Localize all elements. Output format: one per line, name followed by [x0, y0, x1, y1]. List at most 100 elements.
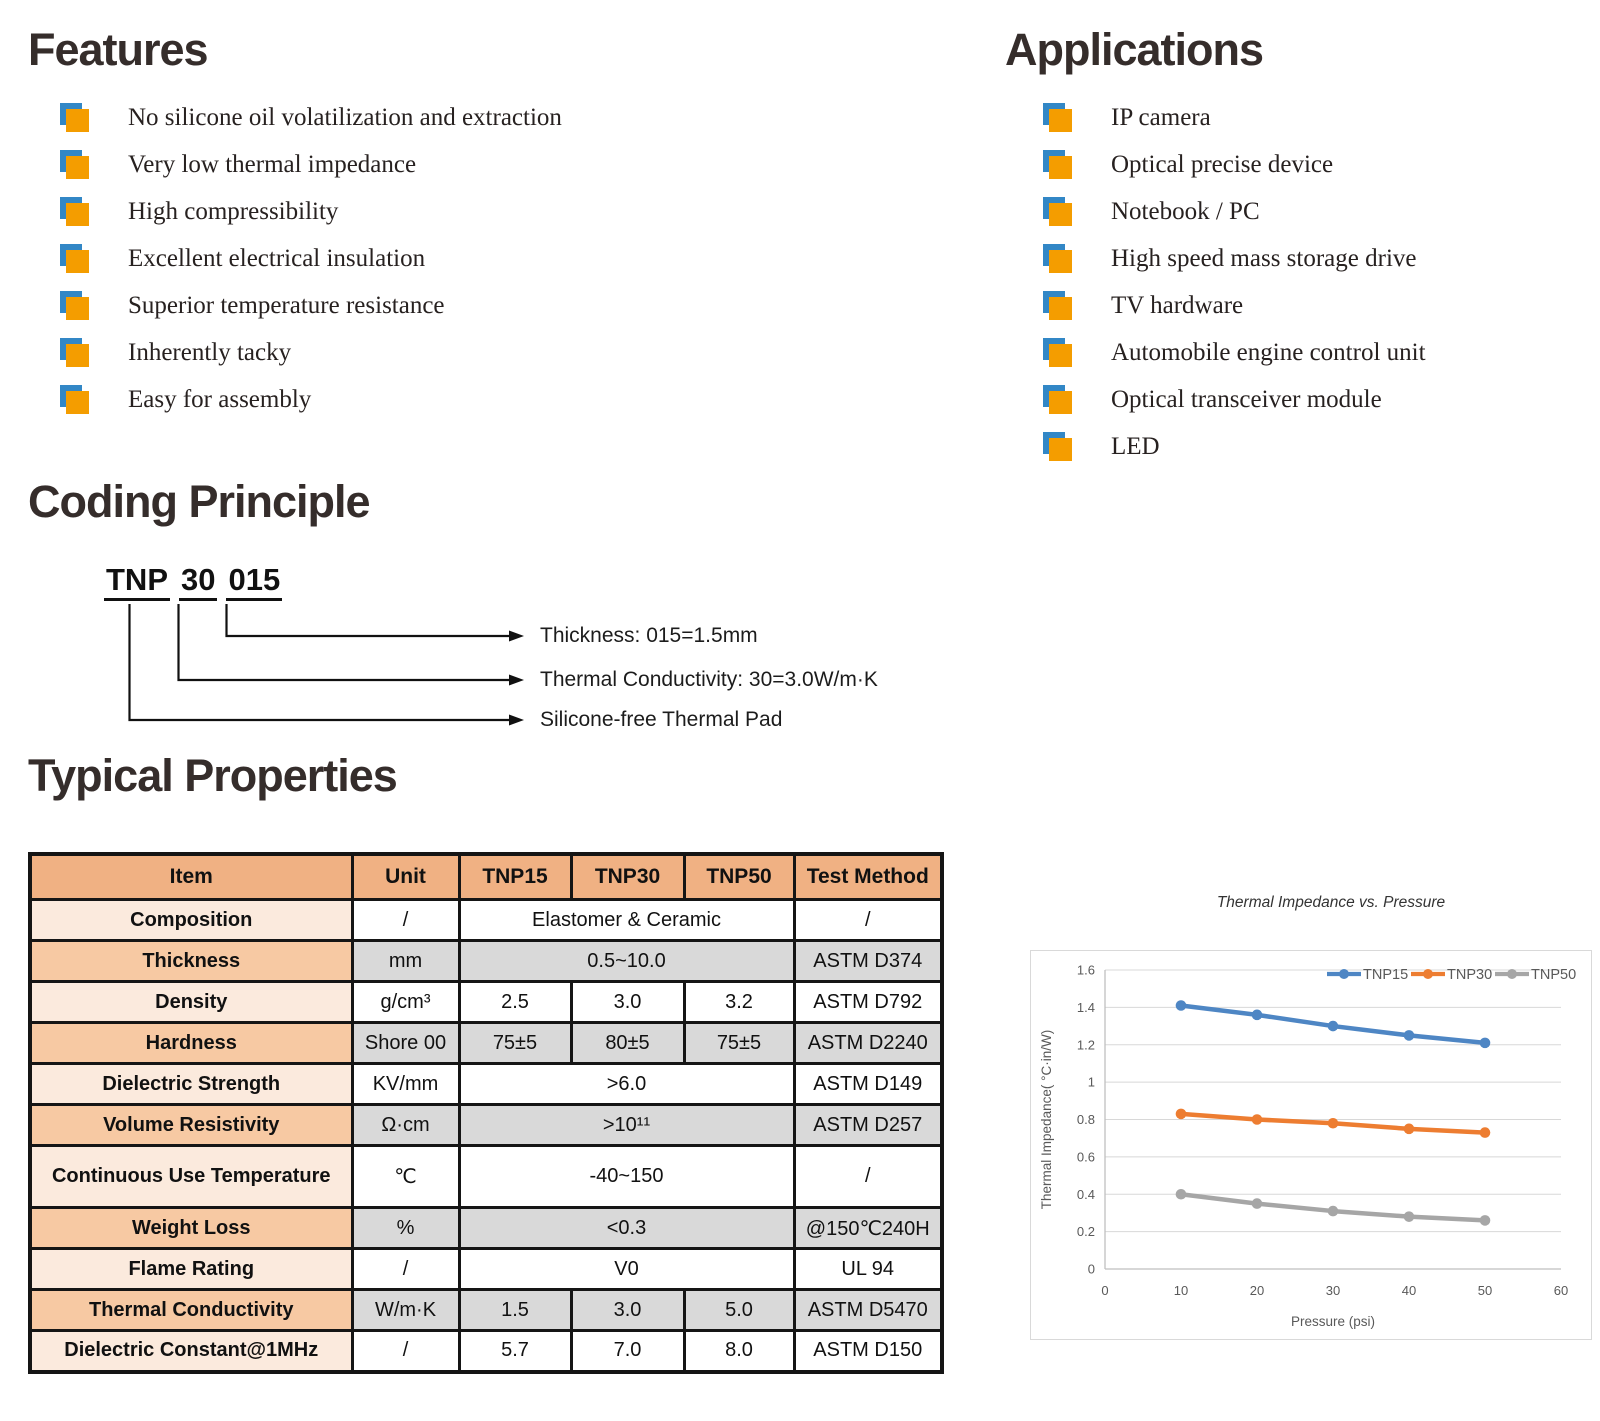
- cell-value: >10¹¹: [457, 1103, 796, 1147]
- feature-item: Inherently tacky: [60, 329, 562, 376]
- arrowhead-icon: [509, 630, 524, 642]
- cell-value: 75±5: [457, 1021, 573, 1065]
- arrowhead-icon: [509, 674, 524, 686]
- data-point-TNP50: [1479, 1215, 1491, 1226]
- data-point-TNP30: [1251, 1114, 1263, 1125]
- data-point-TNP50: [1403, 1211, 1415, 1222]
- cell-unit: Shore 00: [350, 1021, 461, 1065]
- cell-item: Continuous Use Temperature: [28, 1144, 354, 1209]
- cell-value: 5.7: [457, 1329, 573, 1373]
- data-point-TNP30: [1479, 1127, 1491, 1138]
- cell-value: 2.5: [457, 980, 573, 1024]
- application-item: Optical transceiver module: [1043, 376, 1426, 423]
- cell-value: 75±5: [682, 1021, 796, 1065]
- code-part-series: TNP: [104, 563, 170, 601]
- application-label: LED: [1111, 432, 1160, 460]
- table-row: Flame Rating / V0 UL 94: [28, 1247, 944, 1291]
- cell-item: Thermal Conductivity: [28, 1288, 354, 1332]
- square-bullet-icon: [1043, 385, 1072, 414]
- cell-value: 0.5~10.0: [457, 939, 796, 983]
- feature-item: Easy for assembly: [60, 376, 562, 423]
- feature-label: Superior temperature resistance: [128, 291, 445, 319]
- application-item: IP camera: [1043, 94, 1426, 141]
- code-label-thickness: Thickness: 015=1.5mm: [540, 624, 758, 647]
- cell-value: <0.3: [457, 1206, 796, 1250]
- y-tick-label: 1.6: [1077, 963, 1095, 978]
- x-tick-label: 0: [1101, 1283, 1108, 1298]
- application-label: IP camera: [1111, 103, 1211, 131]
- application-label: Optical precise device: [1111, 150, 1334, 178]
- square-bullet-icon: [1043, 150, 1072, 179]
- cell-value: 1.5: [457, 1288, 573, 1332]
- cell-method: ASTM D149: [792, 1062, 944, 1106]
- x-axis-title: Pressure (psi): [1291, 1314, 1375, 1329]
- cell-method: ASTM D257: [792, 1103, 944, 1147]
- cell-value: 3.2: [682, 980, 796, 1024]
- table-row: Dielectric Constant@1MHz / 5.7 7.0 8.0 A…: [28, 1329, 944, 1373]
- application-label: TV hardware: [1111, 291, 1244, 319]
- x-tick-label: 30: [1326, 1283, 1340, 1298]
- legend-label-TNP15: TNP15: [1363, 967, 1408, 983]
- data-point-TNP50: [1327, 1205, 1339, 1217]
- data-point-TNP50: [1251, 1198, 1263, 1209]
- x-tick-label: 20: [1250, 1283, 1264, 1298]
- thermal-impedance-chart: 0 0.2 0.4 0.6 0.8 1 1.2 1.4 1.6 0 10 20 30 40 50 60 Pres…: [1039, 963, 1576, 1329]
- cell-value: 3.0: [569, 980, 686, 1024]
- arrowhead-icon: [509, 714, 524, 726]
- cell-value: V0: [457, 1247, 796, 1291]
- cell-value: 8.0: [682, 1329, 796, 1373]
- legend-marker: [1339, 969, 1349, 979]
- application-item: TV hardware: [1043, 282, 1426, 329]
- cell-unit: /: [350, 898, 461, 942]
- data-point-TNP15: [1175, 1000, 1187, 1011]
- application-item: Automobile engine control unit: [1043, 329, 1426, 376]
- cell-method: ASTM D2240: [792, 1021, 944, 1065]
- feature-label: Easy for assembly: [128, 385, 312, 413]
- data-point-TNP15: [1251, 1009, 1263, 1021]
- square-bullet-icon: [60, 244, 89, 273]
- y-tick-label: 1.4: [1077, 1000, 1095, 1015]
- feature-item: No silicone oil volatilization and extra…: [60, 94, 562, 141]
- cell-method: /: [792, 1144, 944, 1209]
- application-label: Notebook / PC: [1111, 197, 1260, 225]
- table-row: Thermal Conductivity W/m·K 1.5 3.0 5.0 A…: [28, 1288, 944, 1332]
- code-label-series: Silicone-free Thermal Pad: [540, 708, 783, 731]
- data-point-TNP15: [1479, 1037, 1491, 1049]
- legend-marker: [1423, 969, 1433, 979]
- feature-label: No silicone oil volatilization and extra…: [128, 103, 562, 131]
- data-point-TNP30: [1175, 1108, 1187, 1120]
- cell-method: ASTM D5470: [792, 1288, 944, 1332]
- coding-principle-heading: Coding Principle: [28, 476, 371, 527]
- table-row: Composition / Elastomer & Ceramic /: [28, 898, 944, 942]
- cell-method: UL 94: [792, 1247, 944, 1291]
- cell-method: /: [792, 898, 944, 942]
- table-row: Hardness Shore 00 75±5 80±5 75±5 ASTM D2…: [28, 1021, 944, 1065]
- cell-item: Dielectric Constant@1MHz: [28, 1329, 354, 1373]
- cell-unit: ℃: [350, 1144, 461, 1209]
- square-bullet-icon: [1043, 338, 1072, 367]
- x-tick-label: 40: [1402, 1283, 1416, 1298]
- square-bullet-icon: [1043, 244, 1072, 273]
- cell-unit: /: [350, 1329, 461, 1373]
- application-item: Optical precise device: [1043, 141, 1426, 188]
- y-tick-label: 0.6: [1077, 1149, 1095, 1164]
- cell-item: Dielectric Strength: [28, 1062, 354, 1106]
- data-point-TNP30: [1403, 1123, 1415, 1135]
- cell-value: 7.0: [569, 1329, 686, 1373]
- col-header-tnp30: TNP30: [569, 852, 686, 901]
- applications-heading: Applications: [1005, 24, 1264, 75]
- square-bullet-icon: [1043, 197, 1072, 226]
- code-label-conductivity: Thermal Conductivity: 30=3.0W/m·K: [540, 668, 878, 691]
- chart-title: Thermal Impedance vs. Pressure: [1216, 894, 1446, 911]
- cell-method: ASTM D150: [792, 1329, 944, 1373]
- coding-diagram-lines: [128, 604, 524, 726]
- feature-item: Very low thermal impedance: [60, 141, 562, 188]
- cell-item: Thickness: [28, 939, 354, 983]
- cell-value: Elastomer & Ceramic: [457, 898, 796, 942]
- cell-value: 5.0: [682, 1288, 796, 1332]
- table-row: Volume Resistivity Ω·cm >10¹¹ ASTM D257: [28, 1103, 944, 1147]
- feature-label: High compressibility: [128, 197, 339, 225]
- application-item: LED: [1043, 423, 1426, 470]
- cell-method: ASTM D374: [792, 939, 944, 983]
- cell-unit: KV/mm: [350, 1062, 461, 1106]
